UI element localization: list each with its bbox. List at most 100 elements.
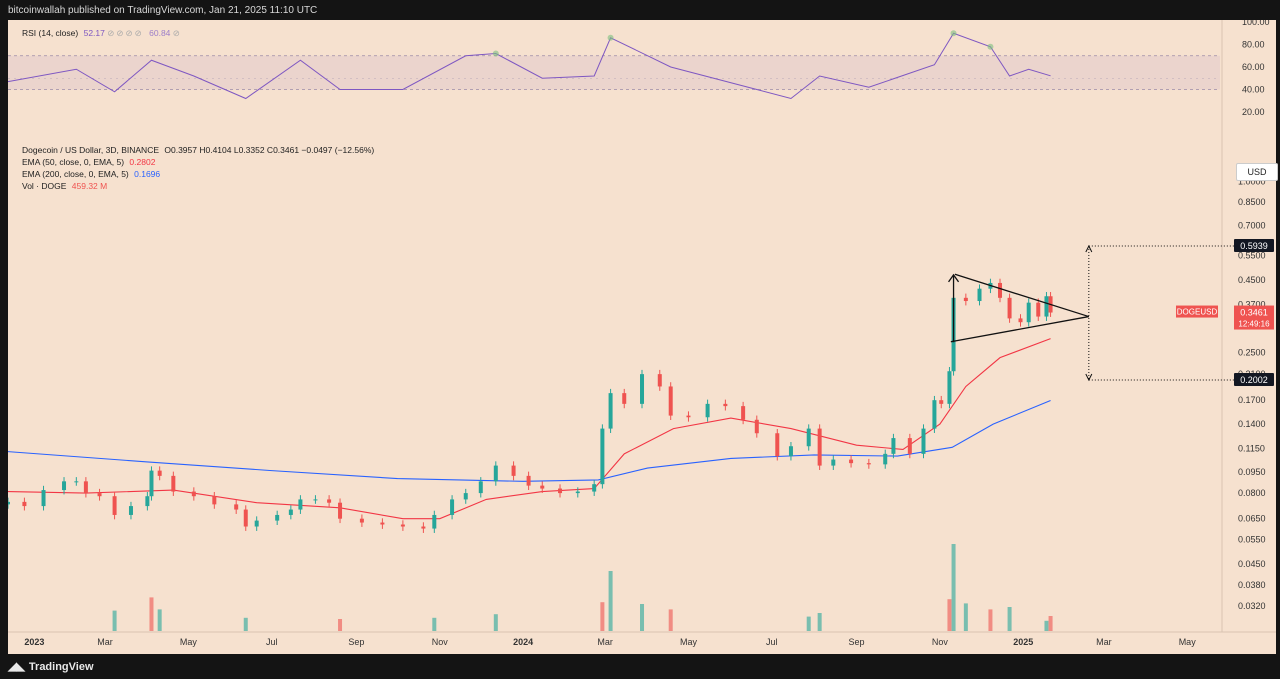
candle-body	[421, 526, 426, 529]
candle-body	[298, 499, 303, 510]
candle-body	[1044, 296, 1049, 317]
candle-body	[817, 428, 822, 466]
currency-button[interactable]: USD	[1236, 163, 1278, 181]
flagpole-arrow-head	[948, 273, 960, 283]
symbol-legend[interactable]: Dogecoin / US Dollar, 3D, BINANCE O0.395…	[22, 145, 374, 155]
volume-legend[interactable]: Vol · DOGE 459.32 M	[22, 181, 107, 191]
candle-body	[400, 524, 405, 527]
price-tick-label: 1.0000	[1238, 177, 1266, 187]
price-tick-label: 0.0950	[1238, 467, 1266, 477]
candle-body	[932, 400, 937, 429]
rsi-settings-icons[interactable]: ⊘⊘⊘⊘	[107, 28, 144, 38]
price-tick-label: 0.1700	[1238, 395, 1266, 405]
ema200-value: 0.1696	[134, 169, 161, 179]
candle-body	[338, 502, 343, 519]
price-tick-label: 0.0650	[1238, 514, 1266, 524]
last-price-label: 0.3461	[1240, 308, 1268, 318]
rsi-tick-label: 40.00	[1242, 85, 1265, 95]
price-tick-label: 0.3700	[1238, 299, 1266, 309]
candle-body	[463, 493, 468, 500]
candle-body	[921, 428, 926, 454]
rsi-tick-label: 100.00	[1242, 20, 1270, 27]
tradingview-logo-text: TradingView	[28, 661, 94, 673]
tradingview-logo[interactable]: ◢◣ TradingView	[8, 660, 94, 673]
candle-body	[592, 484, 597, 492]
volume-bar	[432, 617, 437, 631]
candle-body	[754, 419, 759, 434]
volume-bar	[243, 617, 248, 631]
ema200-legend[interactable]: EMA (200, close, 0, EMA, 5) 0.1696	[22, 169, 160, 179]
volume-bar	[963, 603, 968, 631]
measure-arrow-top	[1085, 244, 1093, 253]
publisher-note: bitcoinwallah published on TradingView.c…	[8, 5, 318, 16]
candle-body	[6, 501, 10, 505]
rsi-more-icon[interactable]: ⊘	[172, 28, 180, 38]
volume-bar	[157, 609, 162, 631]
candle-body	[511, 465, 516, 476]
candle-body	[866, 463, 871, 465]
time-axis-label: Nov	[932, 637, 949, 647]
price-tick-label: 0.7000	[1238, 221, 1266, 231]
candle-body	[788, 446, 793, 457]
volume-bar	[1044, 620, 1049, 631]
candle-body	[622, 393, 627, 404]
countdown-label: 12:49:16	[1238, 320, 1270, 329]
rsi-overbought-mark	[607, 34, 614, 41]
candle-body	[432, 514, 437, 529]
candle-body	[288, 509, 293, 515]
price-label-top-box	[1234, 238, 1274, 252]
candle-body	[41, 490, 46, 507]
chart-canvas[interactable]: 100.00 80.00 60.00 40.00 20.00 1.0000 0.8500 0.…	[6, 17, 1278, 654]
candle-body	[723, 403, 728, 407]
volume-bar	[988, 609, 993, 631]
price-tick-label: 0.5500	[1238, 250, 1266, 260]
price-tick-label: 0.0320	[1238, 601, 1266, 611]
candle-body	[128, 506, 133, 515]
price-chart-svg[interactable]: 100.00 80.00 60.00 40.00 20.00 1.0000 0.8500 0.…	[6, 17, 1276, 654]
volume-bar	[1007, 607, 1012, 631]
time-axis-label: 2025	[1013, 637, 1033, 647]
candle-body	[775, 433, 780, 457]
candle-body	[891, 438, 896, 454]
volume-bar	[600, 602, 605, 631]
time-axis-label: May	[680, 637, 698, 647]
candle-body	[493, 465, 498, 482]
candle-body	[600, 428, 605, 485]
volume-bar	[947, 599, 952, 631]
candle-body	[1007, 297, 1012, 319]
time-axis-label: Jul	[766, 637, 778, 647]
candle-body	[741, 406, 746, 420]
candle-body	[359, 518, 364, 523]
last-symbol-label: DOGEUSD	[1177, 308, 1218, 317]
candle-body	[705, 403, 710, 418]
rsi-label: RSI (14, close)	[22, 28, 79, 38]
candle-body	[191, 491, 196, 497]
candle-body	[243, 509, 248, 527]
last-price-box	[1234, 305, 1274, 330]
symbol-title: Dogecoin / US Dollar, 3D, BINANCE	[22, 145, 159, 155]
candle-body	[83, 481, 88, 494]
rsi-band	[8, 55, 1220, 90]
candle-body	[686, 415, 691, 418]
candle-body	[450, 499, 455, 515]
candle-body	[62, 481, 67, 491]
candle-body	[254, 520, 259, 527]
candle-body	[558, 488, 563, 494]
rsi-overbought-mark	[950, 30, 957, 37]
time-axis-label: Jul	[266, 637, 278, 647]
price-tick-label: 0.1400	[1238, 419, 1266, 429]
candle-body	[907, 438, 912, 454]
candle-body	[977, 288, 982, 302]
time-axis-label: May	[1179, 637, 1197, 647]
candle-body	[145, 496, 150, 507]
time-axis-label: Mar	[597, 637, 613, 647]
candle-body	[575, 491, 580, 494]
ema50-legend[interactable]: EMA (50, close, 0, EMA, 5) 0.2802	[22, 157, 155, 167]
candle-body	[313, 499, 318, 501]
rsi-value: 52.17	[83, 28, 105, 38]
candle-body	[640, 374, 645, 404]
ema200-label: EMA (200, close, 0, EMA, 5)	[22, 169, 129, 179]
rsi-legend[interactable]: RSI (14, close) 52.17 ⊘⊘⊘⊘ 60.84 ⊘	[22, 28, 180, 39]
volume-bar	[112, 610, 117, 631]
pennant-lower-line	[950, 315, 1089, 343]
